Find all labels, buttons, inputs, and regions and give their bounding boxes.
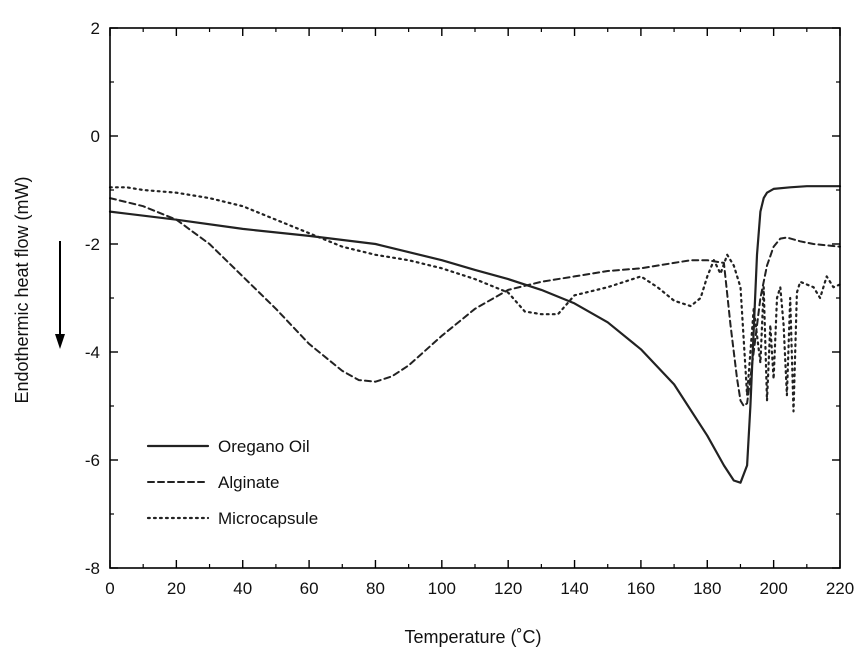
legend-label-microcapsule: Microcapsule <box>218 509 318 528</box>
series-line-oregano-oil <box>108 185 842 484</box>
y-tick-label: -4 <box>85 343 100 362</box>
x-tick-label: 80 <box>366 579 385 598</box>
x-tick-label: 160 <box>627 579 655 598</box>
endothermic-arrow-icon <box>55 241 65 349</box>
y-axis-title: Endothermic heat flow (mW) <box>12 176 32 403</box>
x-tick-label: 40 <box>233 579 252 598</box>
x-tick-label: 140 <box>560 579 588 598</box>
x-tick-label: 180 <box>693 579 721 598</box>
x-tick-label: 20 <box>167 579 186 598</box>
y-tick-label: 2 <box>91 19 100 38</box>
x-tick-label: 120 <box>494 579 522 598</box>
legend-label-oregano-oil: Oregano Oil <box>218 437 310 456</box>
legend: Oregano Oil Alginate Microcapsule <box>146 437 318 528</box>
x-tick-label: 100 <box>428 579 456 598</box>
tick-labels-layer: 0 20 40 60 80 100 120 140 160 180 200 220 -8 -6 -4 -2 0 2 <box>85 19 854 598</box>
x-tick-label: 60 <box>300 579 319 598</box>
y-tick-label: -6 <box>85 451 100 470</box>
series-line-microcapsule <box>108 186 842 413</box>
x-axis-title: Temperature (˚C) <box>404 627 541 647</box>
y-tick-label: -8 <box>85 559 100 578</box>
series-layer <box>108 185 842 484</box>
ticks-layer <box>109 27 841 569</box>
y-tick-label: 0 <box>91 127 100 146</box>
legend-label-alginate: Alginate <box>218 473 279 492</box>
x-tick-label: 220 <box>826 579 854 598</box>
x-tick-label: 0 <box>105 579 114 598</box>
series-line-alginate <box>109 197 841 407</box>
x-tick-label: 200 <box>759 579 787 598</box>
y-tick-label: -2 <box>85 235 100 254</box>
